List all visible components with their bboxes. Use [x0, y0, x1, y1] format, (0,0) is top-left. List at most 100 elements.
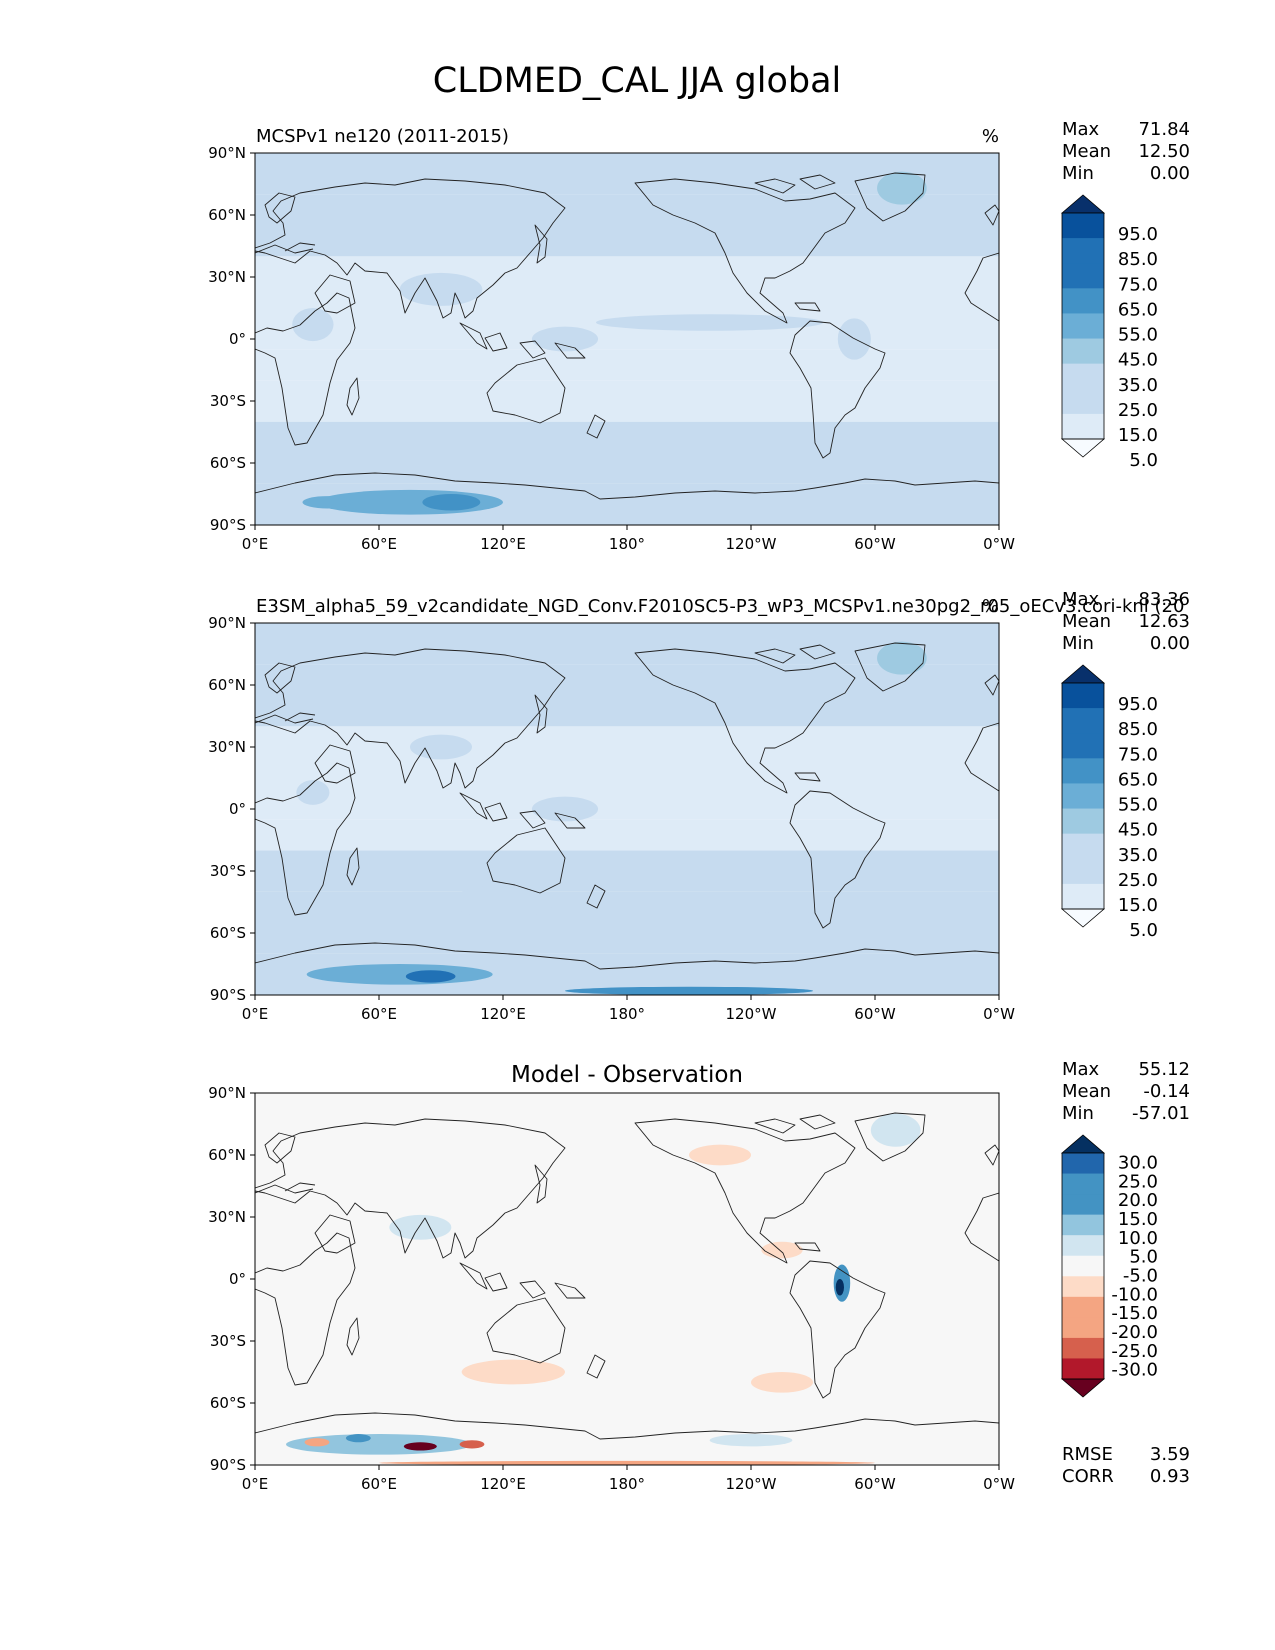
panel2-cbar-seg-0 — [1062, 683, 1104, 709]
panel1-y-axis: 90°N 60°N 30°N 0° 30°S 60°S 90°S — [208, 144, 255, 534]
panel1-cbar-seg-5 — [1062, 338, 1104, 365]
panel2-ytick-label-5: 60°S — [210, 924, 246, 942]
panel1-stat-label-max: Max — [1062, 119, 1100, 140]
panel3-stat-label-mean: Mean — [1062, 1081, 1111, 1102]
panel1-title-left: MCSPv1 ne120 (2011-2015) — [256, 126, 509, 147]
panel1-cbar-seg-0 — [1062, 213, 1104, 239]
panel2-field-17 — [565, 986, 813, 995]
panel2-ytick-label-0: 90°N — [208, 614, 246, 632]
panel2-field-10 — [451, 885, 555, 919]
panel3-colorbar: 30.025.020.015.010.05.0-5.0-10.0-15.0-20… — [1060, 1134, 1158, 1398]
panel1-cbar-seg-1 — [1062, 238, 1104, 264]
panel1-xtick-label-3: 180° — [609, 535, 645, 553]
panel1-colorbar: 95.0 85.0 75.0 65.0 55.0 45.0 35.0 25.0 15.0 5.0 — [1060, 194, 1158, 471]
panel1-cbar-tick-8: 15.0 — [1118, 425, 1158, 446]
panel2-band-7 — [255, 623, 999, 665]
panel2-units: % — [982, 596, 999, 617]
panel2-colorbar: 95.0 85.0 75.0 65.0 55.0 45.0 35.0 25.0 15.0 5.0 — [1060, 664, 1158, 941]
panel2-cbar-seg-8 — [1062, 883, 1104, 910]
panel1-cbar-seg-8 — [1062, 413, 1104, 440]
panel3-cbar-seg-4 — [1062, 1235, 1104, 1257]
panel2-cbar-tick-1: 85.0 — [1118, 719, 1158, 740]
panel2-xtick-label-4: 120°W — [726, 1005, 777, 1023]
panel3-field-15 — [379, 1460, 875, 1465]
panel2-xtick-label-0: 0°E — [242, 1005, 269, 1023]
panel2-cbar-tick-0: 95.0 — [1118, 694, 1158, 715]
panel3-xtick-label-2: 120°E — [480, 1475, 526, 1493]
panel2-cbar-tick-4: 55.0 — [1118, 795, 1158, 816]
panel3-cbar-tick-9: -20.0 — [1111, 1322, 1158, 1343]
panel3-band-0 — [255, 1093, 999, 1465]
panel3-stat-value-max: 55.12 — [1138, 1059, 1190, 1080]
panel3-ytick-label-2: 30°N — [208, 1208, 246, 1226]
panel3-cbar-tick-7: -10.0 — [1111, 1284, 1158, 1305]
panel1-xtick-label-1: 60°E — [361, 535, 397, 553]
panel3-x-axis: 0°E 60°E 120°E 180° 120°W 60°W 0°W — [242, 1465, 1015, 1493]
panel1-cbar-tick-0: 95.0 — [1118, 224, 1158, 245]
panel1-stat-label-mean: Mean — [1062, 141, 1111, 162]
panel2-cbar-tick-8: 15.0 — [1118, 895, 1158, 916]
panel2-cbar-tick-6: 35.0 — [1118, 845, 1158, 866]
panel2-field-12 — [877, 641, 927, 675]
panel2-cbar-seg-1 — [1062, 708, 1104, 734]
panel1-band-2 — [255, 380, 999, 422]
panel1-ytick-label-4: 30°S — [210, 392, 246, 410]
panel1-stat-value-max: 71.84 — [1138, 119, 1190, 140]
panel3-xtick-label-1: 60°E — [361, 1475, 397, 1493]
panel1-ytick-label-6: 90°S — [210, 516, 246, 534]
panel1-x-axis: 0°E 60°E 120°E 180° 120°W 60°W 0°W — [242, 525, 1015, 553]
panel2-cbar-seg-5 — [1062, 808, 1104, 835]
panel2-field-14 — [296, 780, 330, 805]
panel1-cbar-tick-6: 35.0 — [1118, 375, 1158, 396]
panel2-title-left: E3SM_alpha5_59_v2candidate_NGD_Conv.F201… — [256, 596, 1184, 617]
panel1-cbar-tick-1: 85.0 — [1118, 249, 1158, 270]
panel3-field-3 — [689, 1144, 751, 1166]
panel3-field-11 — [304, 1438, 330, 1447]
panel1-units: % — [982, 126, 999, 147]
panel1-field-14 — [531, 326, 599, 352]
panel2-stat-value-max: 83.36 — [1138, 589, 1190, 610]
panel3-cbar-seg-6 — [1062, 1276, 1104, 1298]
panel2-field-9 — [405, 970, 456, 983]
panel1-ytick-label-3: 0° — [229, 330, 246, 348]
panel3-cbar-tick-11: -30.0 — [1111, 1360, 1158, 1381]
panel1-cbar-tick-7: 25.0 — [1118, 400, 1158, 421]
panel2-cbar-seg-3 — [1062, 758, 1104, 784]
panel2-cbar-tick-5: 45.0 — [1118, 820, 1158, 841]
panel2-band-5 — [255, 726, 999, 778]
panel1-band-1 — [255, 421, 999, 484]
panel1-ytick-label-2: 30°N — [208, 268, 246, 286]
panel3-xtick-label-5: 60°W — [854, 1475, 896, 1493]
panel2-ytick-label-2: 30°N — [208, 738, 246, 756]
panel2-xtick-label-3: 180° — [609, 1005, 645, 1023]
panel2-ytick-label-1: 60°N — [208, 676, 246, 694]
panel2-band-1 — [255, 891, 999, 954]
panel3-stats: Max 55.12 Mean -0.14 Min -57.01 — [1062, 1059, 1190, 1124]
panel1-xtick-label-2: 120°E — [480, 535, 526, 553]
panel1-stat-value-mean: 12.50 — [1138, 141, 1190, 162]
panel2-field-16 — [531, 796, 599, 822]
panel1-xtick-label-5: 60°W — [854, 535, 896, 553]
panel2-xtick-label-5: 60°W — [854, 1005, 896, 1023]
panel1-field-16 — [596, 314, 824, 331]
panel2-ytick-label-6: 90°S — [210, 986, 246, 1004]
panel3-cbar-tick-3: 15.0 — [1118, 1209, 1158, 1230]
panel3-field-8 — [389, 1214, 452, 1240]
panel3-cbar-seg-2 — [1062, 1194, 1104, 1216]
panel2-xtick-label-2: 120°E — [480, 1005, 526, 1023]
panel3-stat-label-max: Max — [1062, 1059, 1100, 1080]
panel2-stat-label-min: Min — [1062, 633, 1094, 654]
panel2-ytick-label-4: 30°S — [210, 862, 246, 880]
panel1-field-13 — [292, 308, 334, 342]
panel1-ytick-label-5: 60°S — [210, 454, 246, 472]
panel3-stat-value-min: -57.01 — [1132, 1103, 1190, 1124]
panel2-x-axis: 0°E 60°E 120°E 180° 120°W 60°W 0°W — [242, 995, 1015, 1023]
panel1-cbar-tick-3: 65.0 — [1118, 299, 1158, 320]
panel1-cbar-tick-4: 55.0 — [1118, 325, 1158, 346]
panel3-cbar-seg-5 — [1062, 1255, 1104, 1277]
panel1-stats: Max 71.84 Mean 12.50 Min 0.00 — [1062, 119, 1190, 184]
panel3-cbar-seg-0 — [1062, 1153, 1104, 1175]
panel2-field-13 — [410, 734, 472, 760]
panel2-stat-label-max: Max — [1062, 589, 1100, 610]
panel3-field-7 — [870, 1113, 921, 1147]
